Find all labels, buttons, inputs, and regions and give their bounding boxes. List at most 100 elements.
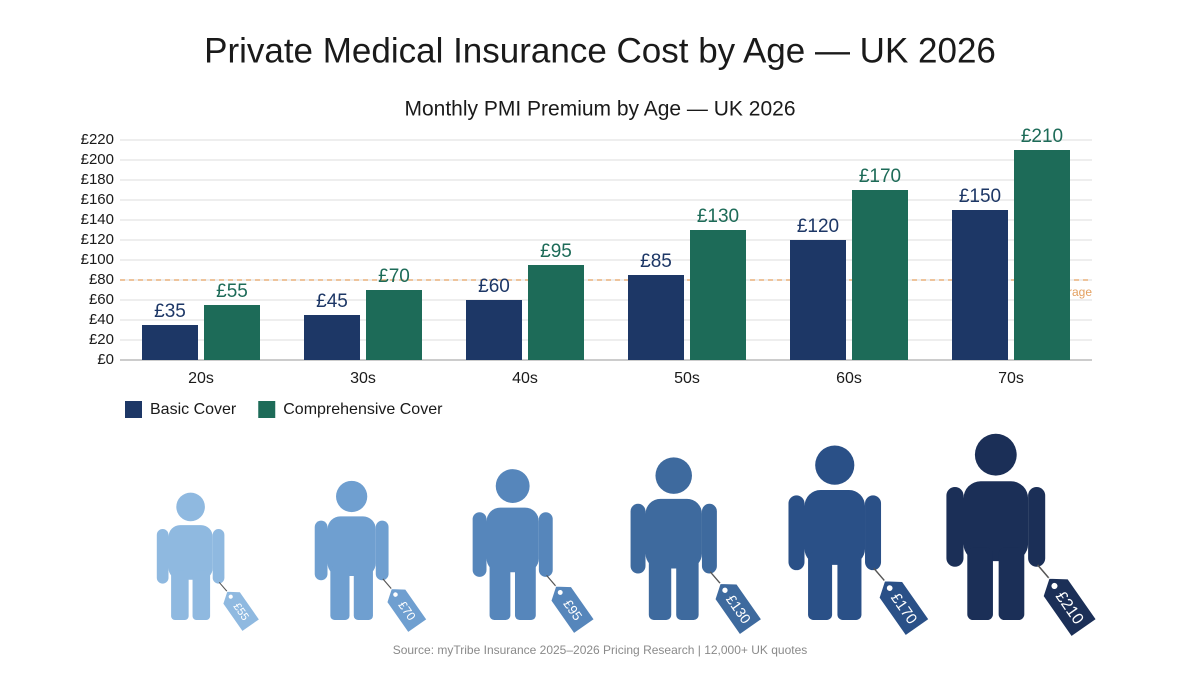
figure-leg [648,556,672,620]
bar [304,315,360,360]
x-tick-label: 70s [998,370,1024,387]
figure-head [974,433,1017,476]
y-tick-label: £100 [81,251,114,268]
bar [790,240,846,360]
figure-arm [1028,487,1046,567]
y-tick-label: £120 [81,231,114,248]
bar [628,275,684,360]
figure-leg [353,566,373,620]
figure-head [655,457,692,494]
tag-string [709,571,721,584]
figure-leg [676,556,699,620]
bar [366,290,422,360]
bar-value-label: £35 [154,301,186,322]
tag-shape [550,585,595,635]
figure-head [336,480,368,513]
person-figure: £210 [946,433,1098,638]
figure-arm [472,512,487,577]
y-tick-label: £180 [81,171,114,188]
figure-arm [788,495,805,571]
figure-leg [489,561,511,620]
figure-arm [375,520,389,581]
y-tick-label: £40 [89,311,114,328]
tag-shape [878,580,930,637]
price-tag: £70 [386,588,428,634]
bar-value-label: £70 [378,266,410,287]
page-title: Private Medical Insurance Cost by Age — … [204,31,996,70]
bar-value-label: £45 [316,291,348,312]
bar [466,300,522,360]
x-tick-label: 30s [350,370,376,387]
figure-leg [171,570,189,620]
x-tick-label: 50s [674,370,700,387]
tag-hole [393,592,398,597]
tag-string [873,567,886,582]
source-note: Source: myTribe Insurance 2025–2026 Pric… [393,643,808,657]
tag-hole [557,589,563,595]
figure-torso [963,481,1029,562]
bar-value-label: £170 [859,166,901,187]
bar-value-label: £210 [1021,126,1063,147]
x-tick-label: 40s [512,370,538,387]
bar [690,230,746,360]
figure-leg [330,566,350,620]
chart-title: Monthly PMI Premium by Age — UK 2026 [405,98,796,121]
figure-arm [946,487,964,567]
bar [142,325,198,360]
tag-hole [1051,582,1058,590]
figure-leg [967,547,993,620]
person-figure: £55 [156,492,260,632]
x-tick-label: 60s [836,370,862,387]
figure-arm [630,503,646,574]
figure-torso [327,516,376,576]
price-tag: £95 [550,585,595,635]
bar [1014,150,1070,360]
legend-swatch [125,401,142,418]
bar [952,210,1008,360]
price-tag: £170 [878,580,930,637]
price-tag: £55 [222,591,260,632]
y-tick-label: £160 [81,191,114,208]
y-tick-label: £80 [89,271,114,288]
figure-leg [514,561,536,620]
figure-leg [998,547,1025,620]
figure-leg [192,570,211,620]
figure-leg [837,552,862,620]
figure-head [176,492,205,522]
figure-arm [314,520,328,581]
tag-string [1037,564,1050,579]
y-tick-label: £140 [81,211,114,228]
tag-string [546,574,557,587]
x-tick-label: 20s [188,370,214,387]
figure-leg [808,552,833,620]
bar [528,265,584,360]
tag-string [382,578,392,590]
tag-string [218,581,228,592]
y-tick-label: £60 [89,291,114,308]
tag-hole [722,587,728,593]
bar-value-label: £130 [697,206,739,227]
tag-shape [386,588,428,634]
figure-torso [486,507,539,573]
figure-arm [156,529,169,584]
y-tick-label: £0 [97,351,114,368]
legend-swatch [258,401,276,418]
tag-shape [714,582,763,636]
bar-value-label: £55 [216,281,248,302]
figure-arm [538,512,553,577]
bar-value-label: £60 [478,276,510,297]
person-figure: £95 [472,469,595,635]
y-tick-label: £200 [81,151,114,168]
bar [204,305,260,360]
figure-head [495,469,530,503]
y-tick-label: £220 [81,131,114,148]
person-figure: £170 [788,445,930,637]
tag-hole [228,594,233,599]
figure-torso [168,525,213,580]
figure-torso [804,490,866,565]
figure-torso [645,498,702,569]
legend-label: Comprehensive Cover [283,401,443,418]
bar-value-label: £120 [797,216,839,237]
bar [852,190,908,360]
